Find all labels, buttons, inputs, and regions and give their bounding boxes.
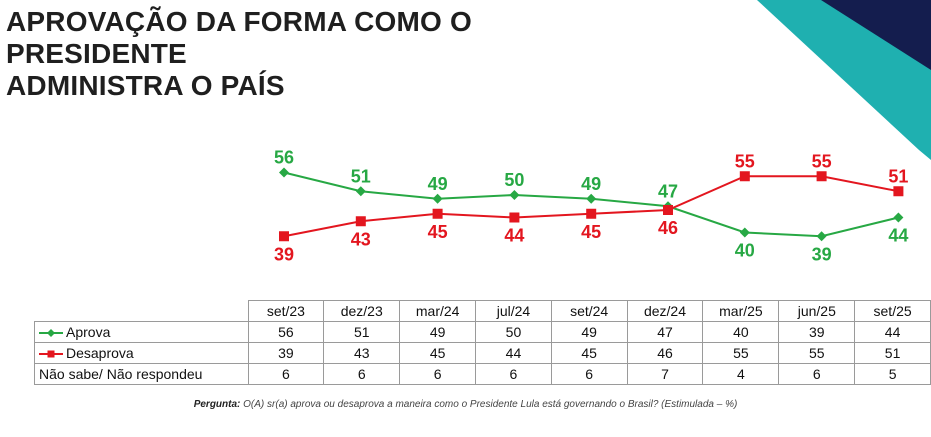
- table-cell: 43: [323, 342, 401, 364]
- table-cell: 45: [399, 342, 477, 364]
- desaprova-marker: [893, 186, 904, 197]
- table-cell: 51: [854, 342, 931, 364]
- desaprova-marker: [279, 231, 289, 242]
- table-cell: 40: [702, 321, 780, 343]
- table-cell: 6: [399, 363, 477, 385]
- aprova-marker: [893, 212, 904, 223]
- chart-title: APROVAÇÃO DA FORMA COMO O PRESIDENTE ADM…: [6, 6, 646, 102]
- desaprova-data-label: 45: [581, 222, 601, 242]
- desaprova-marker: [663, 205, 673, 215]
- desaprova-marker: [432, 208, 443, 219]
- desaprova-marker: [739, 171, 750, 182]
- aprova-marker: [432, 193, 443, 204]
- table-column-header: set/23: [247, 300, 325, 322]
- chart-title-line-1: APROVAÇÃO DA FORMA COMO O PRESIDENTE: [6, 6, 472, 69]
- table-cell: 6: [323, 363, 401, 385]
- survey-question: Pergunta: O(A) sr(a) aprova ou desaprova…: [0, 399, 931, 410]
- aprova-marker: [586, 193, 597, 204]
- table-corner-cell: [34, 300, 249, 322]
- line-chart: 56 51 49 50 49 47 40 39 44 39 43 45 44 45 46 55 55 51: [274, 148, 908, 265]
- table-cell: 6: [247, 363, 325, 385]
- table-row-label: Aprova: [34, 321, 249, 343]
- table-row-label-text: Não sabe/ Não respondeu: [39, 366, 203, 382]
- table-column-header: jun/25: [778, 300, 856, 322]
- table-row-label-text: Aprova: [66, 324, 111, 340]
- table-column-header: dez/23: [323, 300, 401, 322]
- aprova-data-label: 49: [428, 174, 448, 194]
- table-cell: 56: [247, 321, 325, 343]
- desaprova-data-label: 44: [504, 226, 524, 246]
- question-label: Pergunta:: [193, 399, 241, 410]
- desaprova-marker: [586, 208, 597, 219]
- aprova-data-label: 47: [658, 181, 678, 201]
- desaprova-marker: [355, 216, 366, 227]
- aprova-data-label: 44: [888, 226, 908, 246]
- table-column-header: jul/24: [475, 300, 552, 322]
- series-aprova: 56 51 49 50 49 47 40 39 44: [274, 148, 908, 265]
- aprova-data-label: 56: [274, 148, 294, 168]
- series-desaprova: 39 43 45 44 45 46 55 55 51: [274, 151, 908, 264]
- desaprova-data-label: 43: [351, 229, 371, 249]
- desaprova-marker: [816, 171, 827, 182]
- desaprova-data-label: 55: [812, 151, 832, 171]
- corner-navy-shape: [821, 0, 931, 70]
- aprova-marker: [816, 231, 827, 242]
- data-table: set/23 dez/23 mar/24 jul/24 set/24 dez/24 mar/…: [34, 300, 931, 385]
- table-cell: 55: [778, 342, 856, 364]
- table-column-header: mar/24: [399, 300, 477, 322]
- table-column-header: set/24: [550, 300, 628, 322]
- aprova-data-label: 40: [735, 241, 755, 261]
- chart-title-line-2: ADMINISTRA O PAÍS: [6, 70, 285, 101]
- table-cell: 49: [550, 321, 628, 343]
- table-row: Desaprova 39 43 45 44 45 46 55 55 51: [34, 342, 931, 364]
- table-cell: 6: [550, 363, 628, 385]
- aprova-data-label: 50: [504, 170, 524, 190]
- desaprova-data-label: 45: [428, 222, 448, 242]
- aprova-data-label: 49: [581, 174, 601, 194]
- aprova-marker: [279, 167, 289, 178]
- desaprova-data-label: 51: [888, 166, 908, 186]
- table-cell: 49: [399, 321, 477, 343]
- table-column-header: mar/25: [702, 300, 780, 322]
- table-row: Não sabe/ Não respondeu 6 6 6 6 6 7 4 6 5: [34, 363, 931, 385]
- desaprova-legend-key: [39, 350, 63, 358]
- table-cell: 51: [323, 321, 401, 343]
- table-column-header: set/25: [854, 300, 931, 322]
- table-cell: 6: [778, 363, 856, 385]
- corner-decoration: [757, 0, 931, 160]
- desaprova-data-label: 39: [274, 244, 294, 264]
- question-text: O(A) sr(a) aprova ou desaprova a maneira…: [243, 399, 738, 410]
- table-cell: 44: [854, 321, 931, 343]
- table-row-label: Não sabe/ Não respondeu: [34, 363, 249, 385]
- desaprova-marker: [509, 212, 520, 223]
- table-cell: 55: [702, 342, 780, 364]
- table-cell: 39: [247, 342, 325, 364]
- table-column-header: dez/24: [626, 300, 704, 322]
- table-cell: 45: [550, 342, 628, 364]
- desaprova-data-label: 46: [658, 218, 678, 238]
- table-cell: 7: [626, 363, 704, 385]
- table-cell: 39: [778, 321, 856, 343]
- aprova-data-label: 51: [351, 166, 371, 186]
- table-cell: 50: [475, 321, 552, 343]
- table-cell: 5: [854, 363, 931, 385]
- table-cell: 47: [626, 321, 704, 343]
- table-cell: 44: [475, 342, 552, 364]
- desaprova-data-label: 55: [735, 151, 755, 171]
- aprova-marker: [355, 186, 366, 197]
- table-cell: 4: [702, 363, 780, 385]
- table-cell: 46: [626, 342, 704, 364]
- table-cell: 6: [475, 363, 552, 385]
- aprova-data-label: 39: [812, 244, 832, 264]
- aprova-marker: [739, 227, 750, 238]
- table-header-row: set/23 dez/23 mar/24 jul/24 set/24 dez/24 mar/…: [34, 300, 931, 322]
- table-row-label: Desaprova: [34, 342, 249, 364]
- table-row: Aprova 56 51 49 50 49 47 40 39 44: [34, 321, 931, 343]
- aprova-marker: [509, 190, 520, 200]
- table-row-label-text: Desaprova: [66, 345, 134, 361]
- aprova-legend-key: [39, 329, 63, 338]
